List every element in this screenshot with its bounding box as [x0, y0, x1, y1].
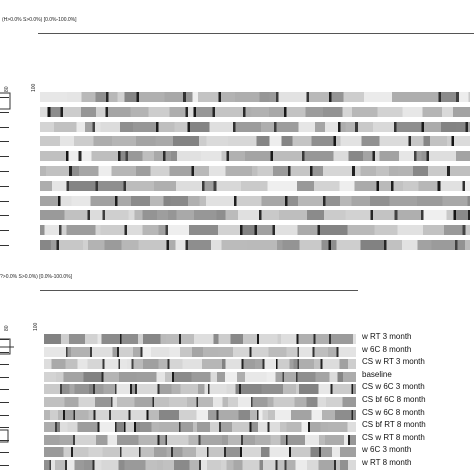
- gel-lane: [40, 180, 470, 191]
- dendrogram-leaf-tick: [0, 376, 9, 378]
- dendrogram-leaf-tick: [0, 351, 9, 353]
- lane-label: CS bf 6C 8 month: [362, 395, 426, 404]
- lane-label: w 6C 3 month: [362, 445, 412, 455]
- lane-label: CS w RT 3 month: [362, 357, 425, 367]
- dendrogram-leaf-tick: [0, 389, 9, 391]
- dendrogram-leaf-tick: [0, 141, 9, 143]
- dendrogram-leaf-tick: [0, 465, 9, 466]
- dendrogram-leaf-tick: [0, 215, 9, 217]
- bottom-dendrogram-branch-3: [0, 429, 9, 443]
- gel-lane: [44, 397, 356, 407]
- lane-label: w 6C 8 month: [362, 344, 412, 354]
- gel-lane: [40, 240, 470, 250]
- lane-label: baseline: [362, 369, 392, 379]
- dendrogram-leaf-tick: [0, 245, 9, 246]
- lane-label: w RT 8 month: [362, 458, 412, 467]
- dendrogram-leaf-tick: [0, 156, 9, 158]
- dendrogram-leaf-tick: [0, 171, 9, 172]
- dendrogram-leaf-tick: [0, 364, 9, 366]
- dendrogram-leaf-tick: [0, 126, 9, 128]
- dendrogram-leaf-tick: [0, 402, 9, 403]
- dendrogram-leaf-tick: [0, 111, 9, 113]
- lane-label: w RT 3 month: [362, 332, 412, 341]
- dendrogram-leaf-tick: [0, 200, 9, 202]
- gel-lane: [44, 346, 356, 357]
- gel-lane: [40, 121, 470, 132]
- lane-label: CS w 6C 8 month: [362, 407, 425, 417]
- dendrogram-leaf-tick: [0, 452, 9, 454]
- gel-lane: [44, 409, 356, 420]
- gel-lane: [44, 422, 356, 433]
- gel-lane: [40, 106, 470, 117]
- gel-lane: [40, 166, 470, 176]
- dendrogram-leaf-tick: [0, 230, 9, 232]
- dendrogram-leaf-tick: [0, 97, 9, 98]
- dendrogram-leaf-tick: [0, 439, 9, 441]
- top-scale-line: [38, 33, 474, 34]
- top-dendrogram-branch: [0, 92, 11, 110]
- gel-lane: [40, 136, 470, 147]
- gel-lane: [40, 225, 470, 236]
- gel-lane: [44, 460, 356, 470]
- gel-lane: [44, 434, 356, 445]
- gel-lane: [40, 195, 470, 206]
- gel-lane: [40, 210, 470, 221]
- lane-label: CS bf RT 8 month: [362, 420, 426, 430]
- dendrogram-leaf-tick: [0, 427, 9, 429]
- dendrogram-leaf-tick: [0, 185, 9, 187]
- bottom-scale-line: [40, 290, 358, 291]
- gel-lane: [44, 384, 356, 395]
- lane-label: CS w 6C 3 month: [362, 382, 425, 392]
- gel-lane: [44, 371, 356, 382]
- gel-lane: [44, 447, 356, 458]
- lane-label: CS w RT 8 month: [362, 432, 425, 442]
- gel-lane: [40, 151, 470, 162]
- gel-lane: [44, 359, 356, 370]
- top-settings-text: (H>0.0% S>0.0%) [0.0%-100.0%]: [2, 17, 77, 23]
- gel-lane: [44, 334, 356, 344]
- gel-lane: [40, 92, 470, 102]
- bottom-settings-text: ?>0.0% S>0.0%) [0.0%-100.0%]: [0, 274, 72, 280]
- dendrogram-leaf-tick: [0, 414, 9, 416]
